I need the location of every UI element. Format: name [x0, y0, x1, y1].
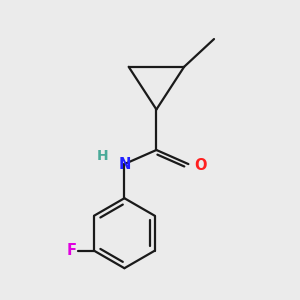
Text: N: N: [118, 157, 130, 172]
Text: F: F: [67, 243, 77, 258]
Text: O: O: [194, 158, 207, 173]
Text: H: H: [96, 149, 108, 164]
